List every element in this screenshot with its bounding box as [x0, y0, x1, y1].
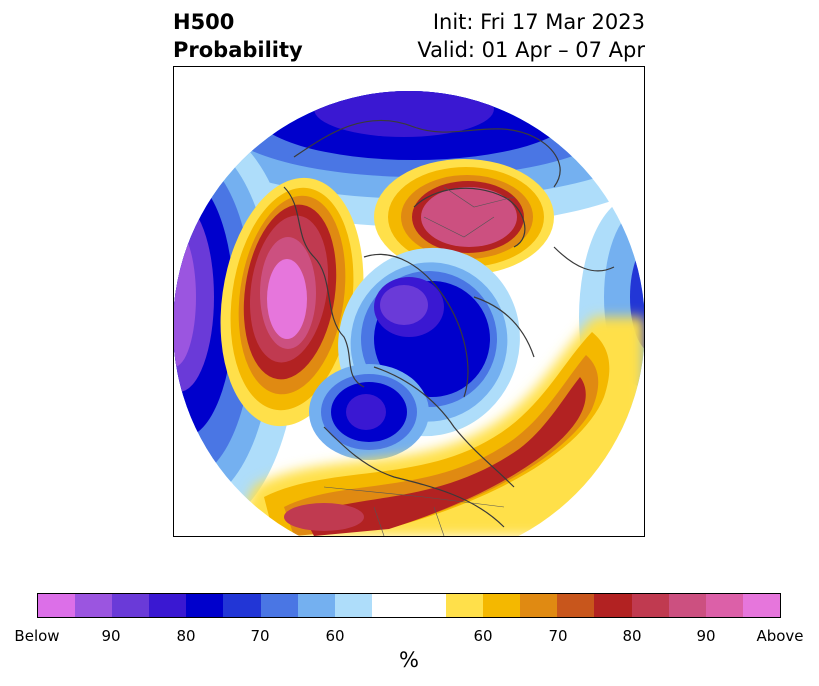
country-borders: [323, 186, 515, 536]
tick-label: 90: [101, 627, 121, 645]
colorbar-swatch: [260, 594, 298, 617]
map-panel: [173, 66, 645, 537]
colorbar-swatch: [631, 594, 669, 617]
tick-label: 90: [696, 627, 716, 645]
colorbar-swatch: [446, 594, 484, 617]
colorbar-swatch: [75, 594, 113, 617]
anomaly-south-negative: [309, 364, 429, 460]
tick-label: 80: [176, 627, 196, 645]
colorbar-swatch: [742, 594, 780, 617]
colorbar-swatch: [705, 594, 743, 617]
tick-label: 80: [622, 627, 642, 645]
colorbar-swatch: [483, 594, 521, 617]
tick-label: Below: [14, 627, 60, 645]
coastlines: [283, 119, 615, 528]
colorbar-swatch: [38, 594, 76, 617]
init-date: Init: Fri 17 Mar 2023: [432, 10, 645, 34]
colorbar-swatch: [112, 594, 150, 617]
colorbar-swatch: [594, 594, 632, 617]
valid-range: Valid: 01 Apr – 07 Apr: [417, 38, 645, 62]
tick-label: 70: [548, 627, 568, 645]
map-title: H500 Probability: [173, 8, 303, 64]
anomaly-north-positive: [374, 159, 554, 275]
anomaly-west-negative: [174, 127, 299, 527]
tick-label: 60: [473, 627, 493, 645]
colorbar-swatch: [668, 594, 706, 617]
map-dates: Init: Fri 17 Mar 2023 Valid: 01 Apr – 07…: [417, 8, 645, 64]
title-product: Probability: [173, 38, 303, 62]
colorbar-swatch: [408, 594, 447, 617]
colorbar-swatch: [223, 594, 261, 617]
polar-map: [174, 91, 644, 536]
tick-label: 60: [325, 627, 345, 645]
title-variable: H500: [173, 10, 235, 34]
colorbar-swatch: [186, 594, 224, 617]
tick-label: 70: [250, 627, 270, 645]
colorbar-swatch: [557, 594, 595, 617]
tick-label: Above: [756, 627, 804, 645]
colorbar-unit: %: [399, 648, 419, 672]
anomaly-west-positive: [220, 177, 364, 427]
colorbar-swatch: [297, 594, 335, 617]
colorbar-swatch: [520, 594, 558, 617]
colorbar: [37, 593, 781, 618]
colorbar-swatch: [149, 594, 187, 617]
colorbar-swatch: [334, 594, 372, 617]
colorbar-swatch: [371, 594, 409, 617]
